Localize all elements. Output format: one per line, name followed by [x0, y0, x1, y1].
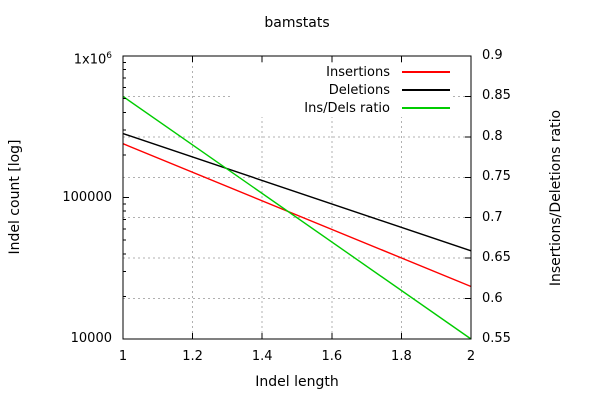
legend-line-sample-deletions: [402, 89, 450, 91]
series-lines: [122, 95, 472, 340]
legend: Insertions Deletions Ins/Dels ratio: [233, 63, 450, 117]
y-right-tick-label: 0.7: [482, 209, 503, 225]
legend-item-deletions: Deletions: [233, 81, 450, 99]
x-tick-label: 1: [118, 349, 128, 364]
y-axis-label-right: Insertions/Deletions ratio: [548, 109, 564, 287]
y-axis-label-left: Indel count [log]: [7, 139, 23, 255]
legend-label-ratio: Ins/Dels ratio: [304, 100, 390, 116]
x-tick-label: 1.2: [182, 349, 203, 364]
y-right-tick-label: 0.9: [482, 48, 503, 63]
y-left-tick-label: 100000: [62, 189, 112, 205]
y-right-tick-label: 0.75: [482, 169, 511, 185]
exponent: 6: [106, 51, 112, 61]
legend-line-sample-insertions: [402, 71, 450, 73]
y-right-tick-label: 0.8: [482, 128, 503, 144]
x-tick-label: 2: [466, 349, 476, 364]
series-line-2: [122, 95, 472, 340]
x-tick-label: 1.4: [251, 349, 273, 364]
axes: [122, 55, 472, 340]
x-axis-label: Indel length: [255, 374, 339, 390]
chart-title: bamstats: [264, 15, 330, 31]
x-tick-label: 1.8: [391, 349, 412, 364]
y-right-tick-label: 0.6: [482, 290, 503, 306]
series-line-1: [122, 132, 472, 252]
legend-label-deletions: Deletions: [328, 82, 390, 98]
legend-label-insertions: Insertions: [326, 64, 390, 80]
y-left-tick-label: 1x106: [73, 51, 112, 68]
x-tick-label: 1.6: [321, 349, 343, 364]
legend-item-insertions: Insertions: [233, 63, 450, 81]
y-right-tick-label: 0.85: [482, 88, 511, 104]
series-line-0: [122, 143, 472, 288]
legend-line-sample-ratio: [402, 107, 450, 109]
y-right-tick-label: 0.55: [482, 331, 511, 346]
y-right-tick-label: 0.65: [482, 250, 511, 266]
y-left-tick-label: 10000: [70, 331, 112, 346]
legend-item-ratio: Ins/Dels ratio: [233, 99, 450, 117]
